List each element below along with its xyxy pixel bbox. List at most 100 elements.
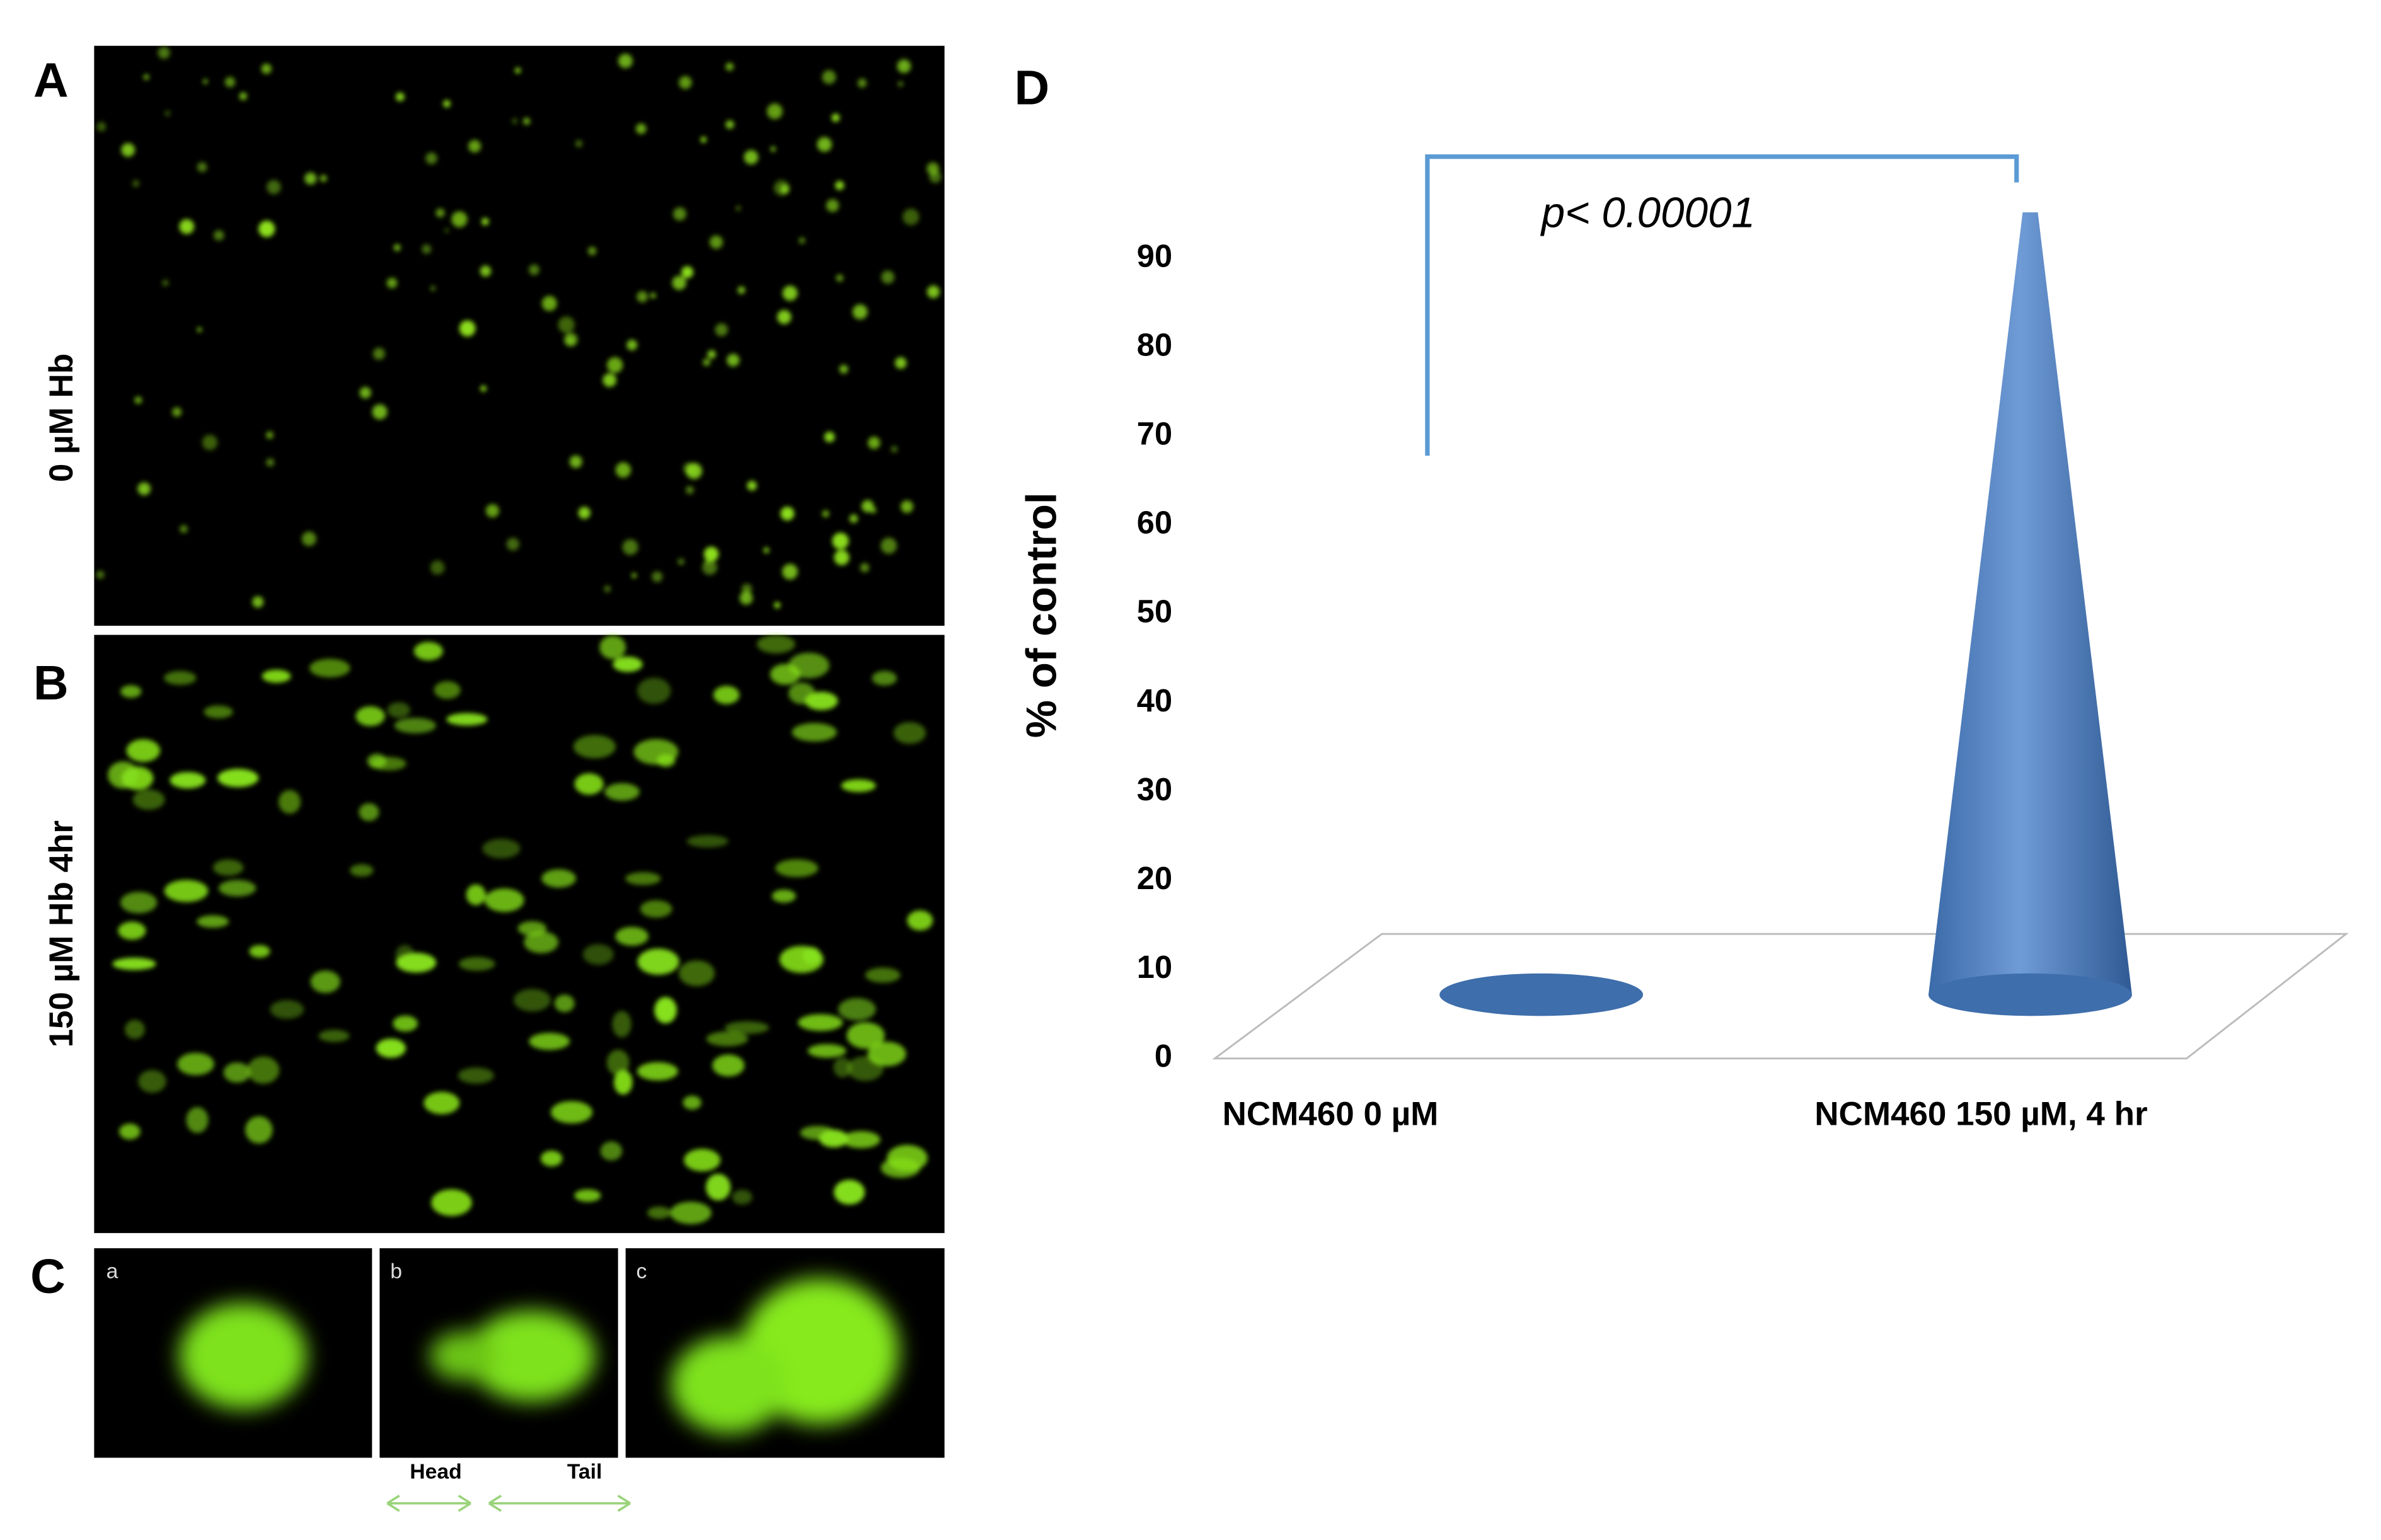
spot <box>164 670 197 685</box>
spot <box>637 677 671 704</box>
spot <box>587 246 597 256</box>
cone-body <box>1928 212 2132 995</box>
spot <box>573 735 616 759</box>
spot <box>480 385 487 392</box>
spot <box>735 205 741 211</box>
spot <box>468 140 481 153</box>
spot <box>880 537 897 554</box>
spot <box>727 353 740 367</box>
spot <box>96 570 105 579</box>
spot <box>602 373 617 388</box>
spot <box>466 884 486 905</box>
spot <box>860 563 870 573</box>
spot <box>309 658 350 677</box>
spot <box>756 635 795 653</box>
spot <box>612 1011 631 1038</box>
spot <box>872 670 897 686</box>
arrow <box>386 1495 471 1512</box>
spot <box>838 997 876 1021</box>
y-tick-label: 40 <box>1137 682 1172 718</box>
spot <box>563 333 578 347</box>
spot <box>622 539 638 555</box>
spot <box>355 706 385 727</box>
panel-label: D <box>1015 60 1050 115</box>
spot <box>613 657 643 672</box>
spot <box>245 1116 273 1144</box>
spot <box>180 525 188 533</box>
spot <box>359 803 379 821</box>
spot <box>164 110 171 117</box>
spot <box>800 1125 836 1140</box>
spot <box>867 1042 906 1067</box>
spot <box>458 1067 494 1084</box>
spot <box>654 997 677 1024</box>
spot <box>683 463 695 474</box>
spot <box>881 270 895 284</box>
cone <box>1439 973 1644 1016</box>
spot <box>124 1020 145 1039</box>
spot <box>138 1070 166 1093</box>
spot <box>514 67 521 74</box>
spot <box>485 888 524 912</box>
spot <box>578 507 591 519</box>
comet <box>429 1331 497 1381</box>
y-tick-label: 70 <box>1137 416 1172 452</box>
spot <box>459 320 476 337</box>
spot <box>737 286 746 294</box>
spot <box>709 235 724 249</box>
spot <box>839 364 848 374</box>
spot <box>424 1091 460 1115</box>
spot <box>575 140 583 147</box>
spot <box>841 779 876 792</box>
spot <box>396 953 437 973</box>
spot <box>278 790 301 814</box>
spot <box>247 1056 280 1084</box>
spot <box>529 1033 570 1050</box>
panel-a-image <box>94 45 945 626</box>
spot <box>782 285 798 301</box>
spot <box>320 175 327 182</box>
spot <box>894 357 907 369</box>
spot <box>350 864 374 876</box>
spot <box>744 150 759 164</box>
spot <box>569 455 582 468</box>
spot <box>217 769 259 788</box>
spot <box>301 531 316 546</box>
comet <box>671 1336 787 1434</box>
spot <box>678 960 715 987</box>
spot <box>394 718 436 733</box>
spot <box>834 549 850 566</box>
spot <box>780 507 795 520</box>
panel-label: C <box>30 1250 66 1304</box>
spot <box>705 1173 731 1201</box>
floor <box>1212 933 2349 1060</box>
y-tick-label: 0 <box>1155 1038 1172 1074</box>
spot <box>574 773 604 795</box>
spot <box>422 244 432 254</box>
spot <box>805 691 838 710</box>
spot <box>706 1031 749 1047</box>
spot <box>239 92 248 100</box>
spot <box>798 237 805 244</box>
spot <box>833 1057 852 1077</box>
y-tick-label: 10 <box>1137 949 1172 985</box>
spot <box>773 180 790 196</box>
spot <box>529 264 539 275</box>
spot <box>817 137 832 152</box>
spot <box>203 79 208 84</box>
row-label: 150 µM Hb 4hr <box>43 820 80 1047</box>
spot <box>430 560 445 575</box>
spot <box>861 500 874 513</box>
spot <box>834 181 845 190</box>
spot <box>261 64 272 74</box>
spot <box>121 143 135 157</box>
spot <box>514 989 551 1012</box>
spot <box>258 221 275 238</box>
sub-label: a <box>107 1259 118 1283</box>
spot <box>214 230 224 241</box>
spot <box>158 47 170 59</box>
spot <box>686 835 729 848</box>
spot <box>679 76 692 89</box>
spot <box>834 1180 865 1205</box>
spot <box>96 122 107 132</box>
